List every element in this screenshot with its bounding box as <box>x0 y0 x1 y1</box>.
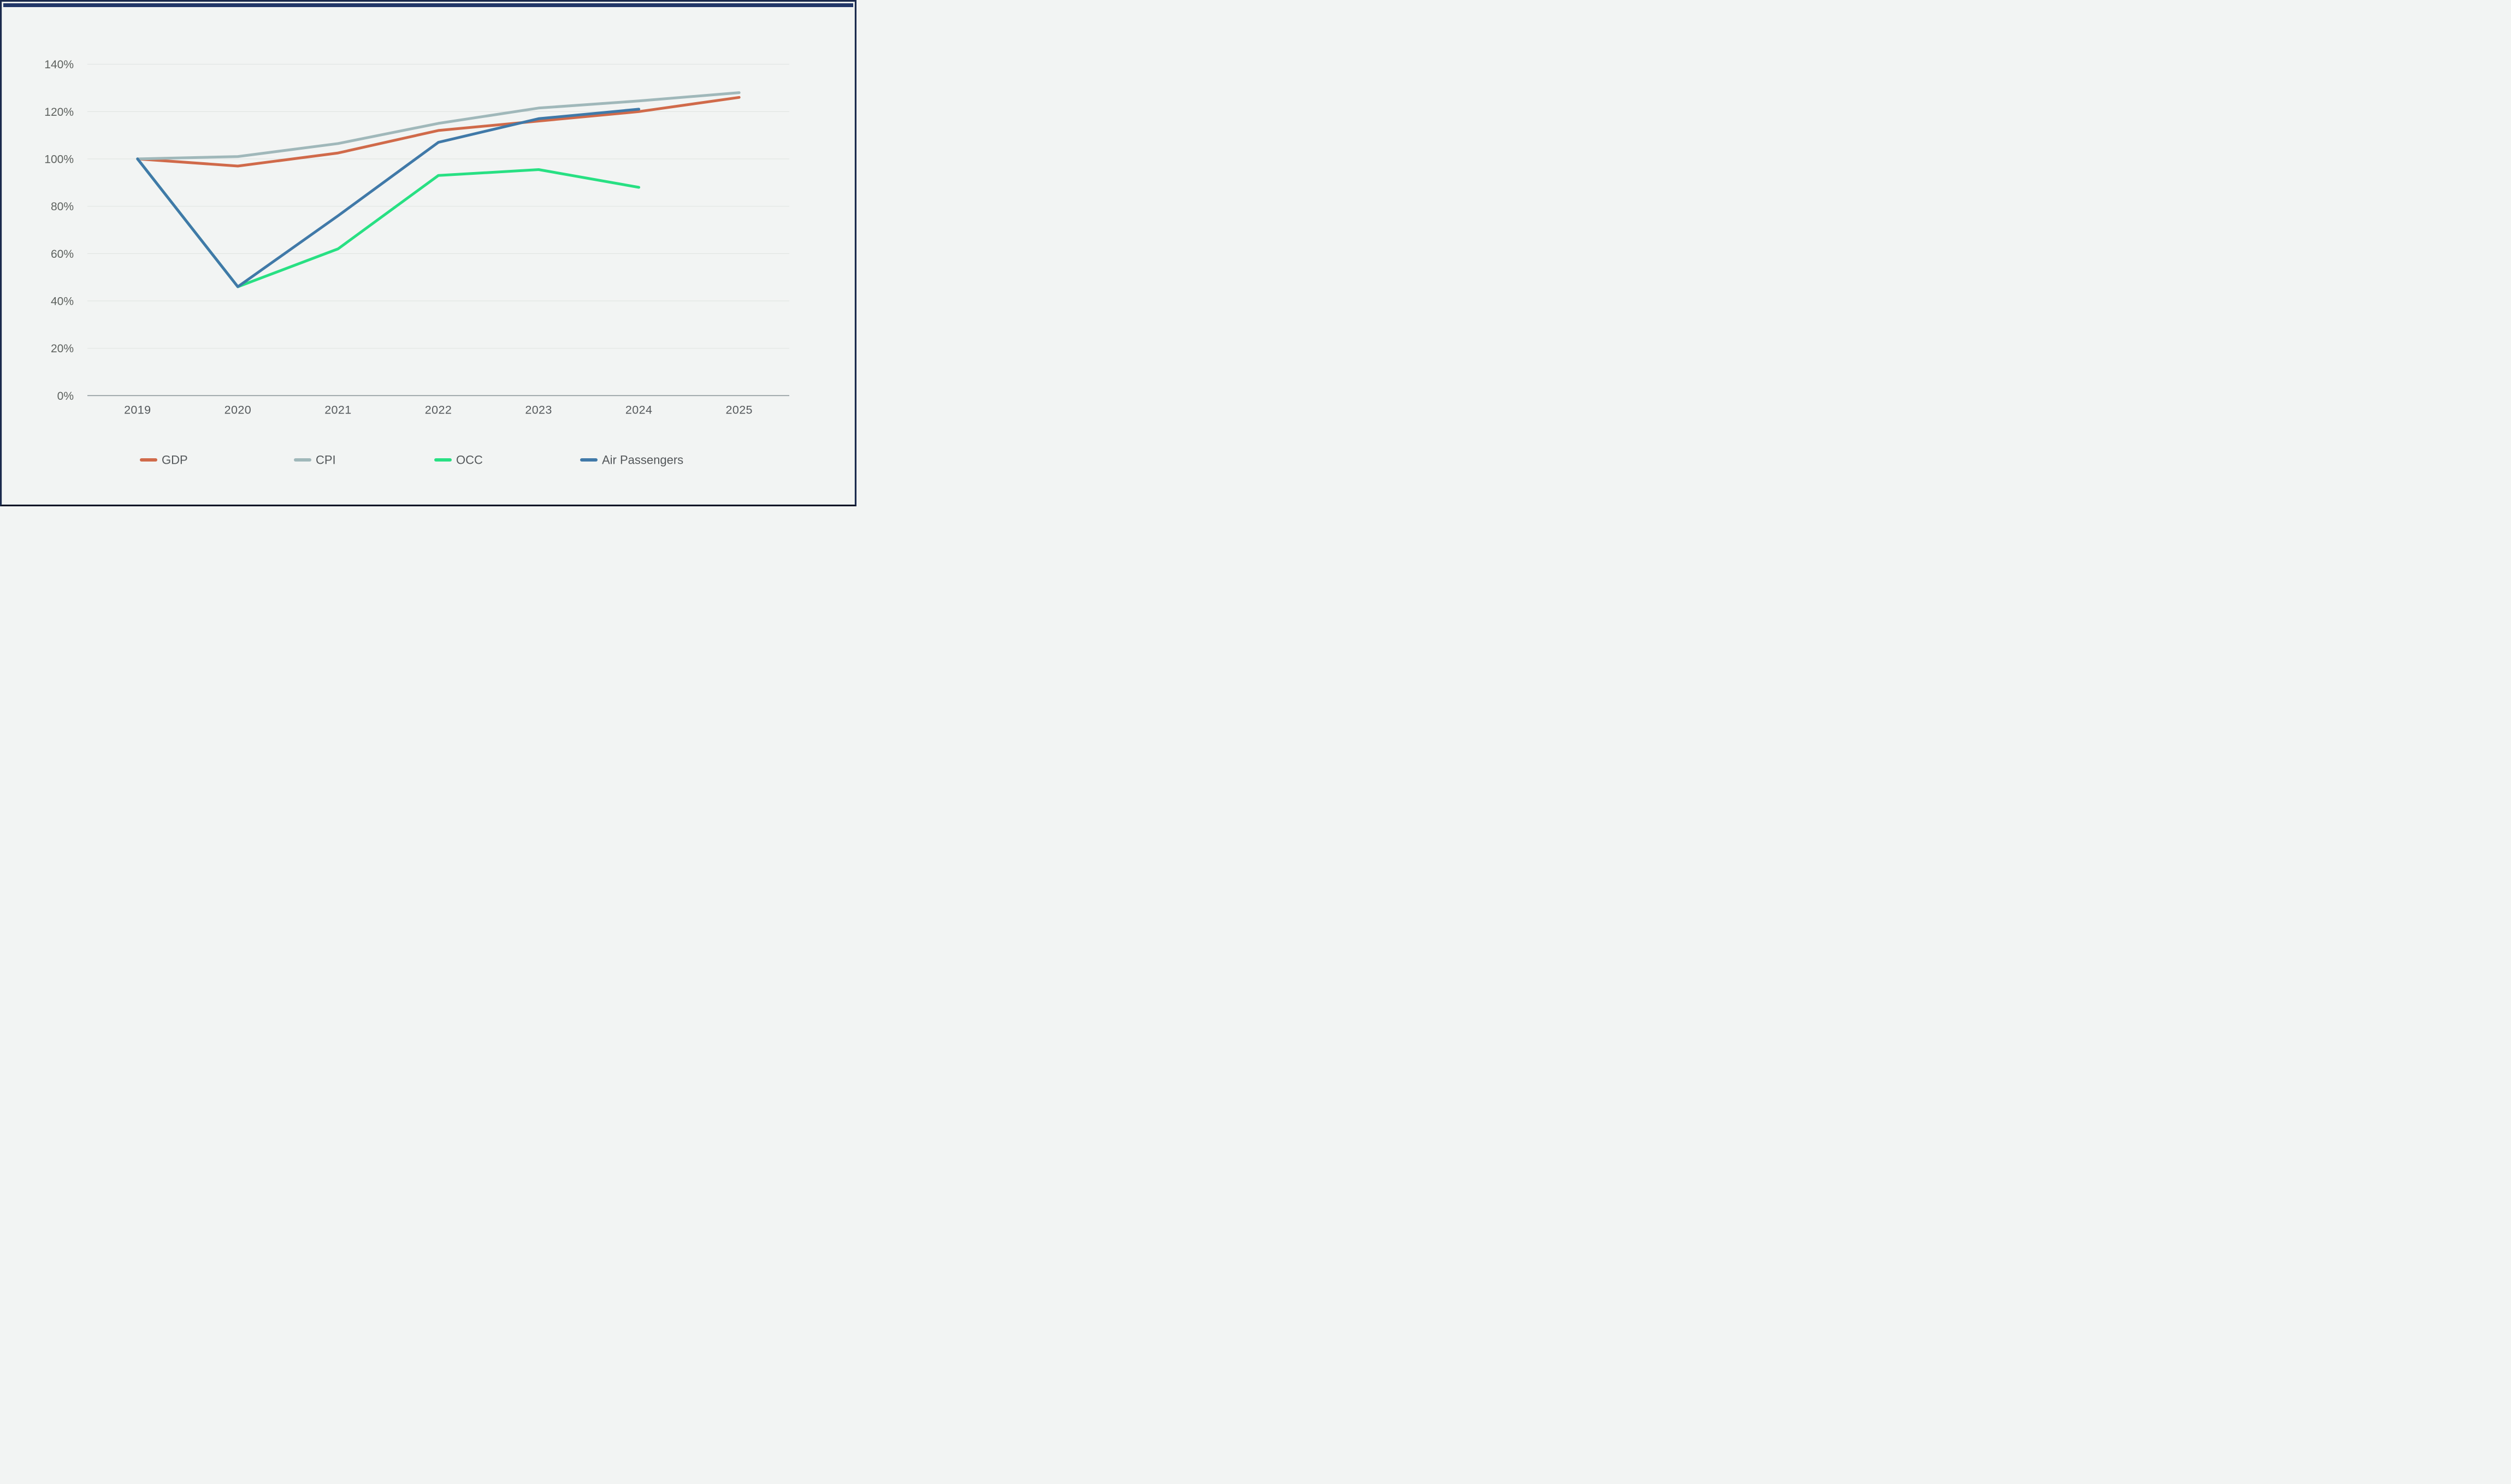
legend-swatch-occ <box>434 458 452 462</box>
legend-item-cpi[interactable]: CPI <box>294 453 336 467</box>
x-tick-label-2022: 2022 <box>425 404 452 417</box>
y-tick-label-120: 120% <box>44 106 74 119</box>
legend-swatch-cpi <box>294 458 311 462</box>
y-tick-label-60: 60% <box>51 248 74 261</box>
x-tick-label-2021: 2021 <box>324 404 351 417</box>
y-tick-label-20: 20% <box>51 342 74 355</box>
legend-label-occ: OCC <box>456 453 483 467</box>
y-tick-label-80: 80% <box>51 200 74 213</box>
legend-item-gdp[interactable]: GDP <box>140 453 188 467</box>
series-line-gdp <box>136 96 741 168</box>
legend-label-gdp: GDP <box>162 453 188 467</box>
x-tick-label-2024: 2024 <box>625 404 652 417</box>
legend-label-cpi: CPI <box>316 453 336 467</box>
y-tick-label-0: 0% <box>57 390 74 403</box>
series-line-cpi <box>136 91 741 161</box>
x-tick-label-2023: 2023 <box>525 404 552 417</box>
series-line-air-passengers <box>136 108 641 288</box>
legend-swatch-air-passengers <box>580 458 598 462</box>
y-tick-label-100: 100% <box>44 153 74 165</box>
top-accent-bar <box>3 3 853 7</box>
x-tick-label-2025: 2025 <box>725 404 752 417</box>
x-tick-label-2019: 2019 <box>124 404 151 417</box>
y-tick-label-40: 40% <box>51 295 74 308</box>
legend-item-air-passengers[interactable]: Air Passengers <box>580 453 683 467</box>
chart-card: 0% 20% 40% 60% 80% 100% 120% 140% 2019 2020 2021 20… <box>0 0 856 506</box>
legend-label-air-passengers: Air Passengers <box>602 453 683 467</box>
line-chart: 0% 20% 40% 60% 80% 100% 120% 140% 2019 2020 2021 20… <box>44 58 789 467</box>
x-tick-label-2020: 2020 <box>224 404 251 417</box>
y-tick-label-140: 140% <box>44 58 74 71</box>
legend-swatch-gdp <box>140 458 157 462</box>
legend-item-occ[interactable]: OCC <box>434 453 483 467</box>
